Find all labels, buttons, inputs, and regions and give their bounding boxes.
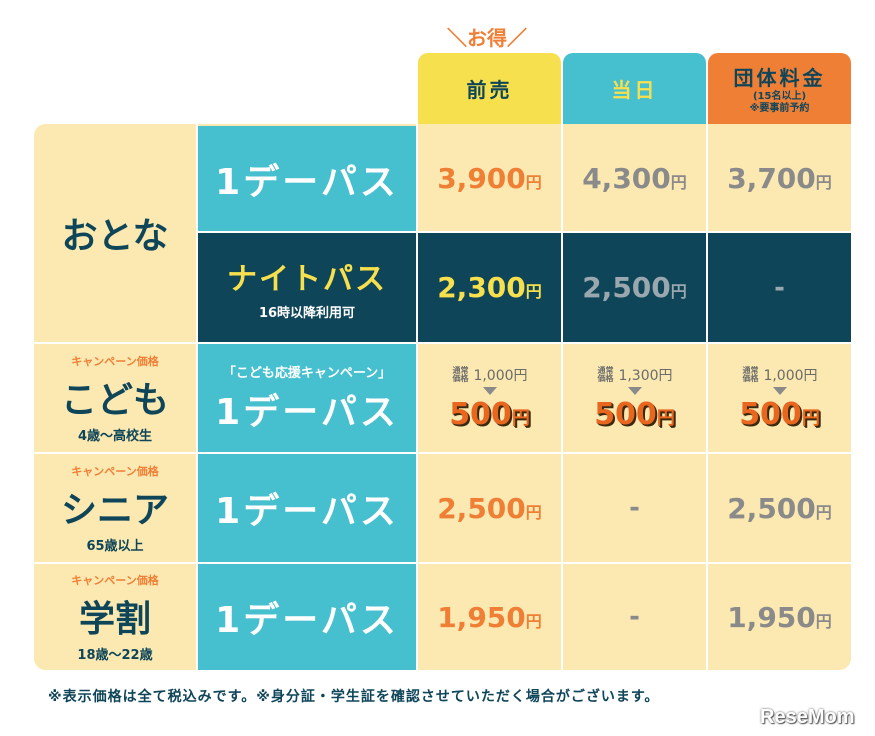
header-dayof-label: 当日 <box>611 78 658 102</box>
child-label: こども <box>60 379 169 421</box>
header-dayof: 当日 <box>563 53 706 124</box>
senior-label: シニア <box>60 489 169 531</box>
senior-group: 2,500円 <box>708 454 851 562</box>
divider <box>196 124 198 670</box>
orig-price-tag: 通常価格 <box>452 365 469 383</box>
senior-pass: 1デーパス <box>198 454 416 562</box>
yen-unit: 円 <box>525 611 542 631</box>
child-age: 4歳～高校生 <box>77 428 153 444</box>
senior-dayof: - <box>563 454 706 562</box>
adult-day-group-value: 3,700 <box>727 162 816 195</box>
adult-night-dayof-value: 2,500 <box>582 271 671 304</box>
yen-unit: 円 <box>525 282 542 301</box>
divider <box>198 231 851 233</box>
senior-presale: 2,500円 <box>418 454 561 562</box>
header-group-label: 団体料金 <box>733 66 826 90</box>
divider <box>416 124 418 670</box>
yen-unit: 円 <box>815 502 832 522</box>
adult-night-presale: 2,300円 <box>418 233 561 342</box>
category-adult: おとな <box>34 124 196 342</box>
down-arrow-icon <box>627 386 642 395</box>
yen-unit: 円 <box>801 407 820 429</box>
category-child: キャンペーン価格 こども 4歳～高校生 <box>34 344 196 452</box>
category-senior: キャンペーン価格 シニア 65歳以上 <box>34 454 196 562</box>
senior-group-value: 2,500 <box>727 491 816 525</box>
header-group-sub1: (15名以上) <box>752 91 807 102</box>
yen-unit: 円 <box>525 173 542 192</box>
child-sale-group: 500 <box>739 396 802 432</box>
senior-age: 65歳以上 <box>86 538 144 554</box>
header-presale: 前売 <box>418 53 561 124</box>
adult-night-presale-value: 2,300 <box>437 271 526 304</box>
yen-unit: 円 <box>525 502 542 522</box>
adult-night-note: 16時以降利用可 <box>258 306 356 321</box>
student-label: 学割 <box>78 598 151 640</box>
divider <box>561 124 563 670</box>
footnote: ※表示価格は全て税込みです。※身分証・学生証を確認させていただく場合がございます… <box>48 689 660 705</box>
otoku-label: ＼お得／ <box>447 26 527 50</box>
student-presale-value: 1,950 <box>437 600 526 634</box>
adult-night-group-value: - <box>774 272 785 303</box>
child-campaign: キャンペーン価格 <box>71 354 159 368</box>
divider <box>34 452 851 454</box>
adult-day-presale-value: 3,900 <box>437 162 526 195</box>
child-pass-label: 1デーパス <box>215 391 399 433</box>
adult-night-pass: ナイトパス 16時以降利用可 <box>198 233 416 342</box>
adult-day-group: 3,700円 <box>708 126 851 231</box>
student-dayof-value: - <box>629 602 640 632</box>
child-pass-campaign: 「こども応援キャンペーン」 <box>222 365 392 381</box>
header-presale-label: 前売 <box>466 78 513 102</box>
student-group-value: 1,950 <box>727 600 816 634</box>
student-group: 1,950円 <box>708 564 851 670</box>
yen-unit: 円 <box>511 407 530 429</box>
adult-day-pass-label: 1デーパス <box>215 161 399 203</box>
senior-presale-value: 2,500 <box>437 491 526 525</box>
senior-pass-label: 1デーパス <box>215 491 399 532</box>
child-group: 通常価格 1,000円 500円 <box>708 344 851 452</box>
header-group-sub2: ※要事前予約 <box>749 103 810 114</box>
down-arrow-icon <box>482 386 497 395</box>
adult-label: おとな <box>61 216 169 257</box>
child-orig-group: 1,000円 <box>763 367 818 384</box>
yen-unit: 円 <box>670 282 687 301</box>
header-group: 団体料金 (15名以上) ※要事前予約 <box>708 53 851 124</box>
child-sale-dayof: 500 <box>594 396 657 432</box>
student-pass: 1デーパス <box>198 564 416 670</box>
yen-unit: 円 <box>815 611 832 631</box>
divider <box>34 342 851 344</box>
adult-night-pass-label: ナイトパス <box>227 262 387 297</box>
adult-night-group: - <box>708 233 851 342</box>
child-sale-presale: 500 <box>449 396 512 432</box>
student-dayof: - <box>563 564 706 670</box>
adult-day-pass: 1デーパス <box>198 126 416 231</box>
child-orig-dayof: 1,300円 <box>618 367 673 384</box>
adult-night-dayof: 2,500円 <box>563 233 706 342</box>
yen-unit: 円 <box>656 407 675 429</box>
adult-day-dayof-value: 4,300 <box>582 162 671 195</box>
student-presale: 1,950円 <box>418 564 561 670</box>
divider <box>34 562 851 564</box>
student-campaign: キャンペーン価格 <box>71 573 159 587</box>
senior-dayof-value: - <box>629 493 640 523</box>
child-presale: 通常価格 1,000円 500円 <box>418 344 561 452</box>
child-orig-presale: 1,000円 <box>473 367 528 384</box>
adult-day-dayof: 4,300円 <box>563 126 706 231</box>
down-arrow-icon <box>772 386 787 395</box>
child-pass: 「こども応援キャンペーン」 1デーパス <box>198 344 416 452</box>
student-pass-label: 1デーパス <box>215 600 399 641</box>
yen-unit: 円 <box>670 173 687 192</box>
student-age: 18歳～22歳 <box>77 647 153 663</box>
child-dayof: 通常価格 1,300円 500円 <box>563 344 706 452</box>
category-student: キャンペーン価格 学割 18歳～22歳 <box>34 564 196 670</box>
adult-day-presale: 3,900円 <box>418 126 561 231</box>
orig-price-tag: 通常価格 <box>742 365 759 383</box>
yen-unit: 円 <box>815 173 832 192</box>
senior-campaign: キャンペーン価格 <box>71 464 159 478</box>
divider <box>706 124 708 670</box>
orig-price-tag: 通常価格 <box>597 365 614 383</box>
resemom-logo: ReseMom <box>760 706 855 728</box>
